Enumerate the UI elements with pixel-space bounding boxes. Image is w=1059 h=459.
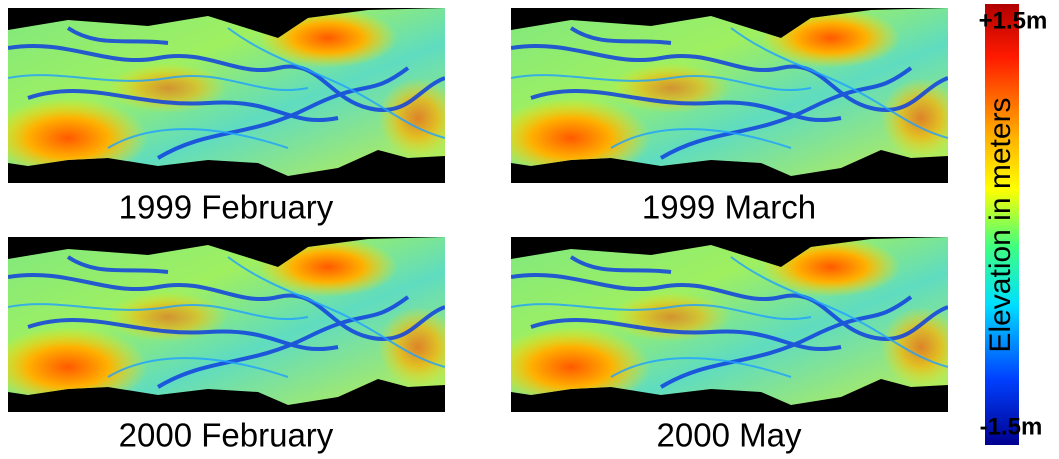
colorbar-max-label: +1.5m (979, 7, 1048, 34)
figure: 1999 February 1999 March 2000 February 2… (0, 0, 1059, 459)
panel-caption: 1999 March (642, 189, 816, 226)
elevation-map (0, 237, 458, 412)
elevation-map (0, 8, 458, 183)
panel-caption: 2000 February (119, 417, 334, 454)
elevation-map (491, 8, 961, 183)
colorbar-min-label: -1.5m (980, 413, 1043, 440)
elevation-map (491, 237, 961, 412)
colorbar-title: Elevation in meters (984, 97, 1017, 352)
panel-caption: 2000 May (657, 417, 802, 454)
panel-caption: 1999 February (119, 189, 334, 226)
page: 1999 February 1999 March 2000 February 2… (0, 0, 1059, 459)
